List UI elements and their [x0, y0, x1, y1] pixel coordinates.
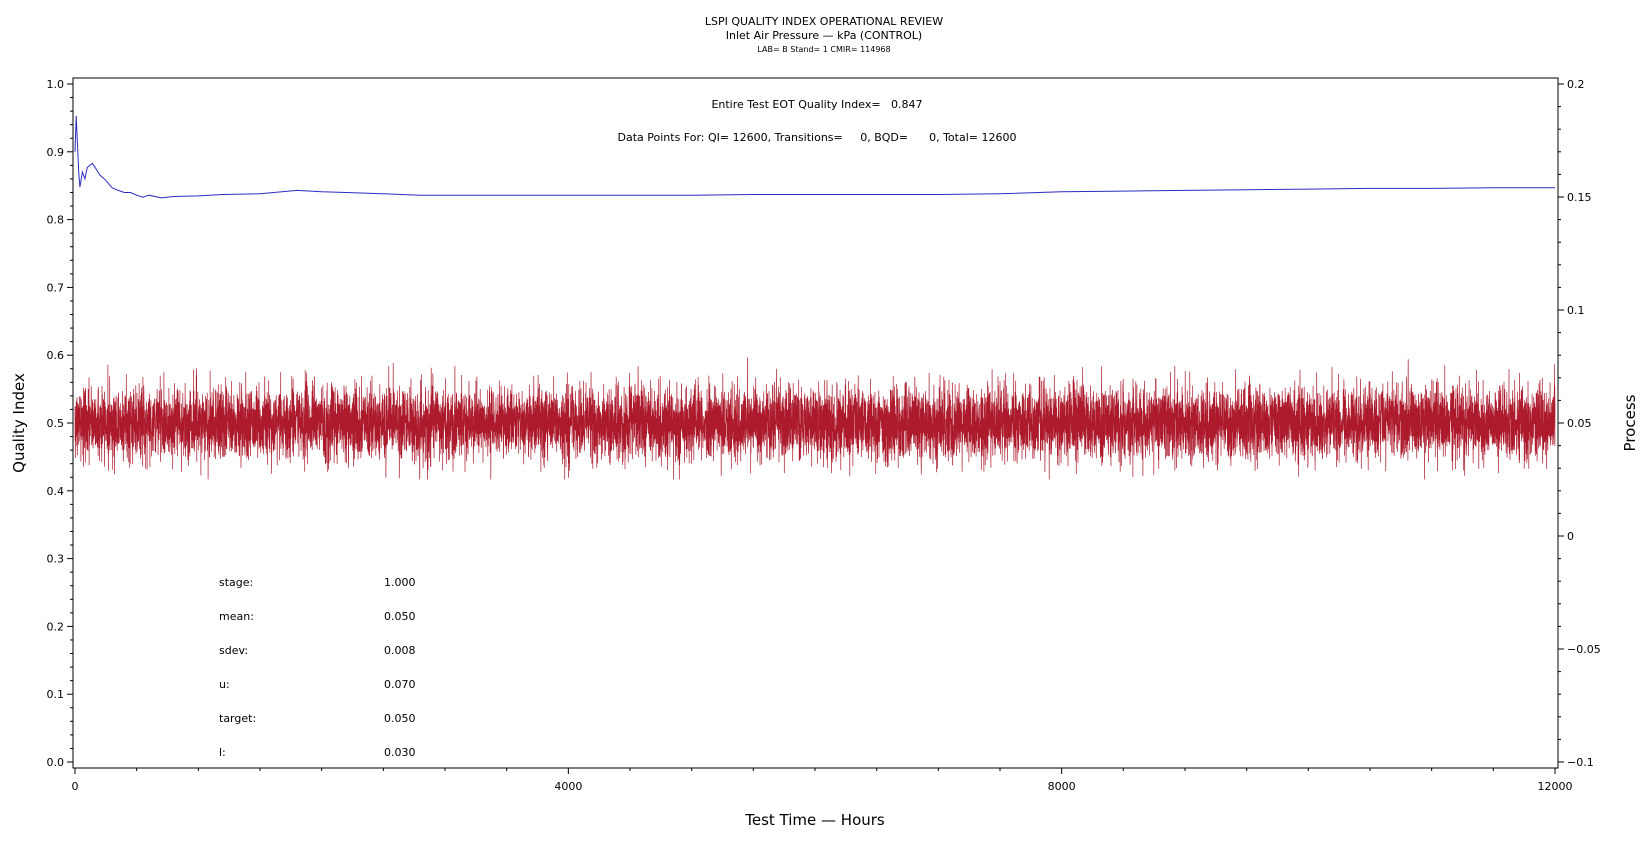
y-tick-label: 0.1 — [47, 688, 65, 701]
stat-value: 1.000 — [384, 576, 416, 589]
chart-meta: LAB= B Stand= 1 CMIR= 114968 — [757, 45, 890, 54]
data-points-annotation: Data Points For: QI= 12600, Transitions=… — [618, 131, 1017, 144]
stat-label: stage: — [219, 576, 253, 589]
y2-axis-label: Process — [1621, 394, 1639, 451]
y2-tick-label: −0.1 — [1567, 756, 1594, 769]
x-tick-label: 4000 — [554, 780, 582, 793]
y-tick-label: 0.9 — [47, 146, 65, 159]
y2-tick-label: 0.2 — [1567, 78, 1585, 91]
y2-tick-label: 0.1 — [1567, 304, 1585, 317]
y2-tick-label: 0.05 — [1567, 417, 1592, 430]
stat-label: sdev: — [219, 644, 248, 657]
y-axis-label: Quality Index — [10, 373, 28, 473]
stat-value: 0.050 — [384, 610, 416, 623]
stat-label: u: — [219, 678, 230, 691]
y-tick-label: 0.0 — [47, 756, 65, 769]
y-tick-label: 0.5 — [47, 417, 65, 430]
y-tick-label: 1.0 — [47, 78, 65, 91]
stat-value: 0.030 — [384, 746, 416, 759]
y2-tick-label: −0.05 — [1567, 643, 1601, 656]
x-axis-label: Test Time — Hours — [744, 811, 885, 829]
stat-label: mean: — [219, 610, 254, 623]
y-tick-label: 0.8 — [47, 214, 65, 227]
x-tick-label: 8000 — [1048, 780, 1076, 793]
chart-title: LSPI QUALITY INDEX OPERATIONAL REVIEW — [705, 15, 943, 28]
y2-tick-label: 0 — [1567, 530, 1574, 543]
quality-index-annotation: Entire Test EOT Quality Index= 0.847 — [711, 98, 922, 111]
y-tick-label: 0.7 — [47, 281, 65, 294]
chart-subtitle: Inlet Air Pressure — kPa (CONTROL) — [726, 29, 922, 42]
stats-block: stage: 1.000 mean: 0.050 sdev: 0.008 u: 0.070 ta… — [219, 576, 416, 759]
y-tick-label: 0.2 — [47, 620, 65, 633]
stat-value: 0.070 — [384, 678, 416, 691]
y-tick-label: 0.4 — [47, 485, 65, 498]
process-series-line — [74, 357, 1556, 480]
stat-label: l: — [219, 746, 226, 759]
y-tick-label: 0.6 — [47, 349, 65, 362]
quality-index-series-line — [74, 115, 1555, 199]
stat-value: 0.008 — [384, 644, 416, 657]
x-tick-label: 0 — [72, 780, 79, 793]
x-tick-label: 12000 — [1538, 780, 1573, 793]
y2-tick-label: 0.15 — [1567, 191, 1592, 204]
y-tick-label: 0.3 — [47, 553, 65, 566]
stat-label: target: — [219, 712, 256, 725]
stat-value: 0.050 — [384, 712, 416, 725]
